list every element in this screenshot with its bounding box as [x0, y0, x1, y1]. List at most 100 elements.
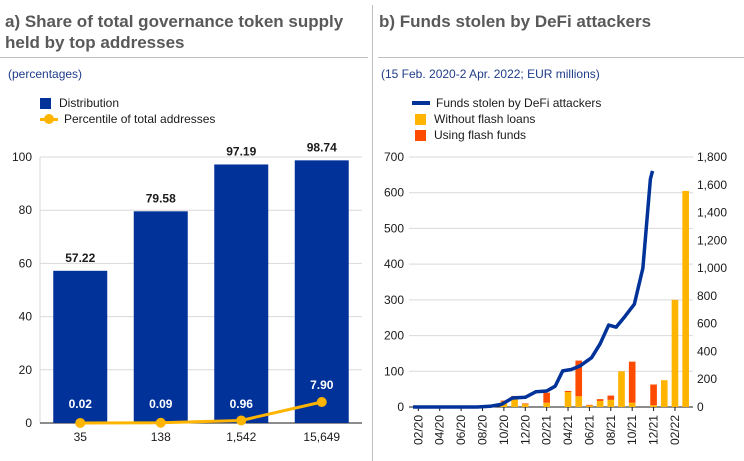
bar-without-flash-loans — [511, 398, 518, 407]
bar-without-flash-loans — [564, 392, 572, 407]
x-tick-label: 1,542 — [226, 430, 256, 444]
bar-using-flash-funds — [543, 392, 550, 403]
panel-a-title-divider — [0, 57, 368, 58]
bar-using-flash-funds — [628, 361, 636, 403]
y-left-tick-label: 100 — [384, 364, 404, 378]
bar-without-flash-loans — [650, 405, 657, 407]
legend-item-percentile: Percentile of total addresses — [40, 111, 215, 127]
x-tick-label: 138 — [151, 430, 171, 444]
bar-data-label: 57.22 — [65, 251, 95, 265]
bar-using-flash-funds — [607, 395, 615, 400]
y-right-tick-label: 1,200 — [697, 233, 727, 247]
panel-b-subtitle: (15 Feb. 2020-2 Apr. 2022; EUR millions) — [381, 67, 600, 81]
bar-data-label: 79.58 — [146, 191, 176, 205]
y-left-tick-label: 300 — [384, 293, 404, 307]
point-percentile — [236, 415, 247, 426]
panel-a-title-line1: a) Share of total governance token suppl… — [5, 12, 344, 31]
x-tick-label: 06/21 — [582, 415, 596, 445]
legend-label: Using flash funds — [434, 128, 527, 142]
y-tick-label: 80 — [19, 203, 33, 217]
legend-item-without-flash-loans: Without flash loans — [412, 111, 601, 127]
x-tick-label: 15,649 — [303, 430, 340, 444]
legend-label: Funds stolen by DeFi attackers — [436, 96, 602, 110]
x-tick-label: 04/20 — [433, 415, 447, 445]
legend-label: Percentile of total addresses — [64, 112, 216, 126]
legend-item-funds-stolen: Funds stolen by DeFi attackers — [412, 95, 601, 111]
bar-without-flash-loans — [596, 400, 604, 407]
x-tick-label: 06/20 — [454, 415, 468, 445]
bar-data-label: 98.74 — [307, 140, 337, 154]
bar-using-flash-funds — [650, 384, 657, 406]
panel-a-subtitle: (percentages) — [8, 67, 83, 81]
y-right-tick-label: 1,600 — [697, 178, 727, 192]
y-left-tick-label: 0 — [397, 400, 404, 414]
y-tick-label: 20 — [19, 363, 33, 377]
point-percentile — [155, 417, 166, 428]
y-right-tick-label: 600 — [697, 317, 717, 331]
panel-a-title: a) Share of total governance token suppl… — [5, 11, 365, 53]
series-line-funds-stolen — [413, 170, 655, 409]
x-tick-label: 12/20 — [518, 415, 532, 445]
series-line-percentile — [80, 400, 323, 425]
point-data-label: 7.90 — [310, 378, 334, 392]
point-data-label: 0.96 — [230, 397, 254, 411]
y-right-tick-label: 1,800 — [697, 150, 727, 164]
bar-distribution — [133, 211, 188, 423]
point-percentile — [75, 417, 86, 428]
bar-without-flash-loans — [660, 380, 668, 407]
chart-a: 0 20 40 60 80 100 57.22 35 79.58 138 97.19 1,542 98.… — [12, 140, 362, 444]
y-left-tick-label: 600 — [384, 186, 404, 200]
point-data-label: 0.02 — [69, 397, 93, 411]
x-tick-label: 12/21 — [647, 415, 661, 445]
y-tick-label: 100 — [12, 150, 32, 164]
bar-without-flash-loans — [607, 399, 615, 407]
y-left-tick-label: 400 — [384, 257, 404, 271]
bar-without-flash-loans — [682, 190, 689, 407]
x-tick-label: 08/20 — [476, 415, 490, 445]
y-tick-label: 40 — [19, 310, 33, 324]
bar-distribution — [53, 270, 108, 423]
bar-using-flash-funds — [564, 390, 572, 392]
legend-item-using-flash-funds: Using flash funds — [412, 127, 601, 143]
y-right-tick-label: 1,000 — [697, 261, 727, 275]
x-tick-label: 10/20 — [497, 415, 511, 445]
point-percentile — [316, 396, 327, 407]
y-left-tick-label: 500 — [384, 221, 404, 235]
panel-divider — [372, 5, 373, 461]
panel-b-legend: Funds stolen by DeFi attackers Without f… — [412, 95, 601, 143]
yellow-square-swatch — [415, 113, 426, 125]
x-tick-label: 04/21 — [561, 415, 575, 445]
x-tick-label: 10/21 — [625, 415, 639, 445]
bar-without-flash-loans — [671, 299, 679, 407]
x-tick-label: 02/20 — [411, 415, 425, 445]
y-right-tick-label: 0 — [697, 400, 704, 414]
y-right-tick-label: 1,400 — [697, 206, 727, 220]
orange-square-swatch — [415, 129, 426, 141]
yellow-dot-line-swatch — [40, 113, 58, 125]
legend-item-distribution: Distribution — [40, 95, 215, 111]
panel-b-title-divider — [378, 57, 744, 58]
bar-without-flash-loans — [618, 371, 625, 407]
dark-blue-line-swatch — [412, 101, 430, 105]
y-right-tick-label: 800 — [697, 289, 717, 303]
x-tick-label: 02/22 — [668, 415, 682, 445]
panel-a-title-line2: held by top addresses — [5, 33, 185, 52]
bar-without-flash-loans — [543, 402, 550, 407]
dark-blue-square-swatch — [40, 97, 51, 109]
bar-without-flash-loans — [575, 396, 583, 407]
y-tick-label: 0 — [25, 416, 32, 430]
panel-b-title: b) Funds stolen by DeFi attackers — [379, 12, 652, 31]
bar-data-label: 97.19 — [226, 144, 256, 158]
bar-using-flash-funds — [586, 404, 593, 406]
y-left-tick-label: 700 — [384, 150, 404, 164]
x-tick-label: 35 — [74, 430, 88, 444]
bar-distribution — [294, 160, 349, 423]
point-data-label: 0.09 — [149, 397, 173, 411]
x-tick-label: 08/21 — [604, 415, 618, 445]
panel-a-legend: Distribution Percentile of total address… — [40, 95, 215, 127]
y-left-tick-label: 200 — [384, 329, 404, 343]
y-tick-label: 60 — [19, 256, 33, 270]
legend-label: Without flash loans — [434, 112, 536, 126]
x-tick-label: 02/21 — [540, 415, 554, 445]
bar-using-flash-funds — [521, 403, 529, 405]
